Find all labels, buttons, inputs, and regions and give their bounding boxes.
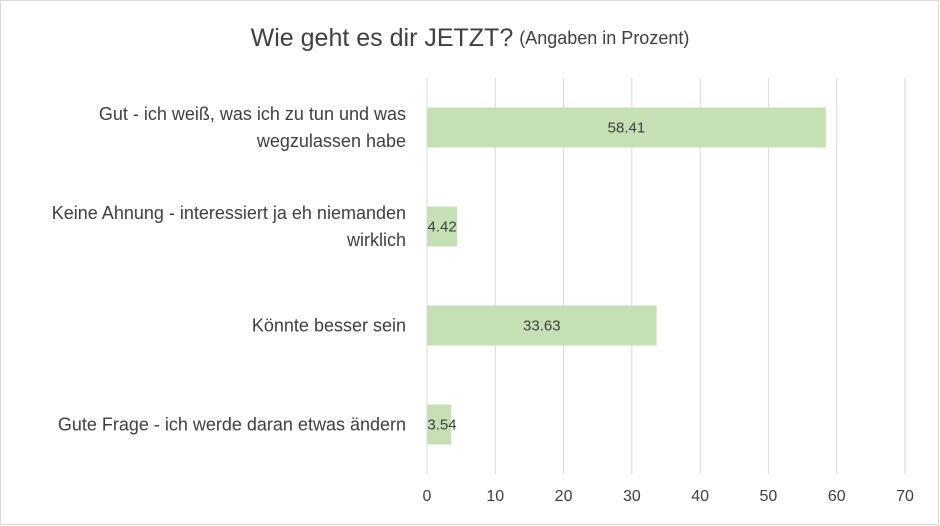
bar xyxy=(427,404,452,445)
x-tick-label: 0 xyxy=(423,488,432,505)
y-tick-label: Gut - ich weiß, was ich zu tun und was w… xyxy=(98,103,406,151)
data-label: 4.42 xyxy=(427,218,456,235)
title: Wie geht es dir JETZT? xyxy=(251,24,514,52)
bar xyxy=(427,206,458,247)
subtitle: (Angaben in Prozent) xyxy=(519,28,689,48)
x-tick-label: 10 xyxy=(486,488,504,505)
x-tick-label: 30 xyxy=(623,488,641,505)
x-tick-label: 70 xyxy=(896,488,914,505)
data-label: 58.41 xyxy=(608,119,646,136)
x-tick-label: 20 xyxy=(555,488,573,505)
y-tick-label: Gute Frage - ich werde daran etwas änder… xyxy=(57,414,406,434)
chart-title: Wie geht es dir JETZT? (Angaben in Prozen… xyxy=(251,24,690,52)
x-tick-label: 40 xyxy=(691,488,709,505)
bar xyxy=(427,305,657,346)
bar xyxy=(427,107,826,148)
data-label: 3.54 xyxy=(427,416,456,433)
data-label: 33.63 xyxy=(523,317,561,334)
y-tick-label: Könnte besser sein xyxy=(251,315,406,335)
y-tick-label: Keine Ahnung - interessiert ja eh nieman… xyxy=(51,202,406,250)
x-tick-label: 60 xyxy=(828,488,846,505)
x-tick-label: 50 xyxy=(760,488,778,505)
